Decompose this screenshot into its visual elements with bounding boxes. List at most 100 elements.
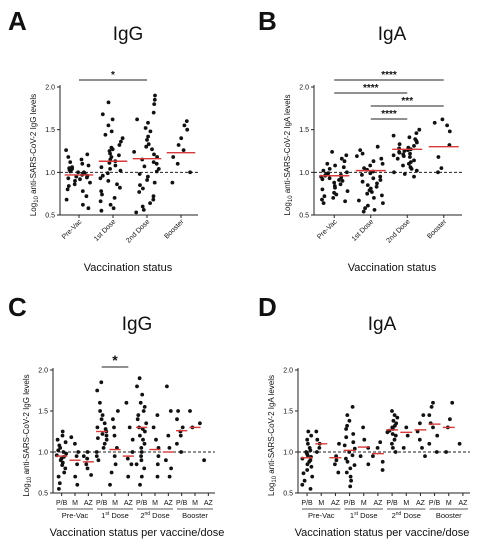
data-point (402, 149, 407, 153)
data-point (360, 151, 365, 156)
data-point (371, 159, 376, 164)
data-point (136, 413, 141, 417)
data-point (137, 190, 142, 194)
data-point (423, 454, 427, 458)
data-point (117, 143, 122, 147)
y-tick-label: 0.5 (283, 491, 293, 498)
x-axis-label: Vaccination status per vaccine/dose (295, 527, 470, 539)
data-point (100, 192, 104, 197)
data-point (101, 446, 106, 450)
data-point (115, 182, 119, 187)
x-subcategory-label: AZ (164, 500, 174, 507)
data-point (336, 470, 341, 475)
data-point (109, 470, 114, 475)
data-point (363, 206, 367, 211)
data-point (342, 159, 347, 164)
data-point (138, 400, 143, 405)
x-group-label: 1st Dose (350, 511, 378, 520)
data-point (390, 441, 394, 446)
data-point (142, 466, 147, 471)
data-point (148, 201, 153, 206)
data-point (99, 380, 104, 385)
data-point (152, 180, 157, 185)
data-point (176, 409, 181, 413)
data-point (126, 474, 131, 479)
data-point (57, 487, 61, 491)
panel-c: C IgG 0.5 1.0 1.5 2.0 Log10 anti-SARS-CoV-2 Ig… (8, 292, 224, 539)
data-point (60, 463, 65, 467)
x-subcategory-label: P/B (176, 500, 188, 507)
data-point (100, 112, 105, 117)
data-point (151, 425, 156, 430)
data-point (80, 161, 85, 166)
data-point (155, 462, 160, 467)
data-point (418, 421, 422, 426)
data-point (402, 172, 407, 176)
data-point (185, 127, 190, 132)
data-point (357, 198, 361, 203)
data-point (74, 454, 79, 458)
data-point (404, 425, 409, 430)
x-subcategory-label: M (72, 500, 78, 507)
data-point (378, 174, 383, 179)
data-point (151, 194, 156, 199)
data-point (132, 150, 137, 154)
data-point (142, 164, 147, 169)
data-point (125, 456, 130, 461)
data-point (143, 429, 147, 434)
data-point (85, 152, 90, 157)
data-point (429, 405, 434, 409)
data-point (414, 168, 419, 173)
data-point (348, 466, 353, 471)
data-point (375, 446, 380, 450)
data-point (156, 454, 161, 458)
data-point (148, 129, 153, 134)
data-point (99, 189, 104, 194)
data-point (141, 208, 146, 212)
data-point (309, 433, 314, 438)
data-point (139, 450, 144, 454)
data-point (391, 153, 396, 158)
data-point (436, 170, 440, 175)
data-point (409, 167, 414, 171)
data-point (98, 176, 103, 181)
data-point (309, 464, 314, 469)
data-point (338, 182, 343, 187)
data-point (63, 466, 68, 471)
data-point (315, 450, 319, 454)
data-point (152, 152, 156, 157)
data-point (94, 450, 99, 454)
data-point (334, 458, 339, 463)
data-point (110, 117, 115, 122)
x-axis-label: Vaccination status per vaccine/dose (50, 527, 225, 539)
data-point (154, 161, 159, 166)
data-point (343, 199, 347, 204)
data-point (113, 462, 118, 467)
data-point (337, 178, 341, 182)
data-point (108, 157, 113, 162)
x-subcategory-label: P/B (344, 500, 356, 507)
y-tick-label: 1.5 (283, 409, 293, 416)
data-point (170, 180, 175, 185)
data-point (166, 433, 171, 438)
data-point (317, 446, 322, 450)
data-point (108, 151, 112, 156)
data-point (401, 154, 406, 159)
data-point (167, 474, 172, 479)
data-point (124, 400, 129, 405)
data-point (333, 462, 337, 467)
data-point (56, 448, 61, 453)
data-point (75, 462, 79, 467)
data-point (64, 451, 69, 456)
data-point (180, 425, 185, 430)
data-point (301, 471, 306, 476)
data-point (108, 167, 112, 171)
data-point (64, 148, 68, 153)
data-point (98, 400, 102, 405)
data-point (341, 165, 346, 170)
data-point (352, 463, 357, 467)
data-point (395, 415, 400, 420)
data-point (401, 446, 406, 450)
data-point (106, 179, 111, 183)
data-point (106, 123, 111, 128)
